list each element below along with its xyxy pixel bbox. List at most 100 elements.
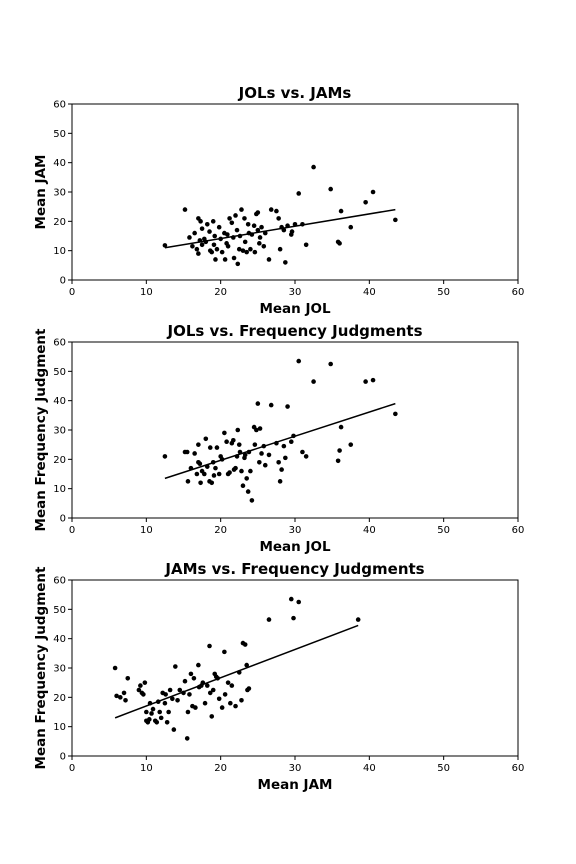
data-point — [149, 711, 154, 716]
data-point — [194, 246, 200, 252]
y-axis-label: Mean Frequency Judgment — [33, 328, 49, 532]
data-point — [213, 465, 218, 471]
data-point — [214, 445, 220, 450]
data-point — [303, 242, 309, 248]
data-point — [283, 455, 288, 461]
data-point — [288, 596, 294, 602]
data-point — [197, 461, 203, 467]
data-point — [239, 207, 244, 212]
data-point — [147, 717, 152, 722]
data-point — [202, 700, 208, 706]
data-point — [261, 243, 267, 249]
x-tick-label: 50 — [437, 525, 450, 536]
data-point — [164, 719, 170, 725]
data-point — [125, 675, 131, 681]
x-tick-label: 30 — [289, 763, 302, 774]
data-point — [216, 471, 222, 477]
data-point — [114, 693, 119, 699]
data-point — [227, 216, 232, 221]
data-point — [338, 424, 344, 430]
data-point — [192, 451, 197, 456]
plot-frame — [71, 103, 519, 281]
data-point — [173, 664, 178, 669]
data-point — [231, 255, 237, 261]
data-point — [246, 686, 252, 691]
data-point — [249, 498, 255, 503]
data-point — [222, 692, 228, 697]
data-point — [222, 430, 227, 436]
chart-1: 0 10 20 30 40 50 60 0 10 20 30 40 50 60 JOLs vs. JAMs M… — [33, 84, 524, 317]
x-tick-label: 10 — [140, 525, 153, 536]
data-point — [259, 224, 264, 230]
data-point — [202, 471, 207, 477]
data-point — [355, 617, 361, 622]
data-point — [136, 687, 142, 693]
data-point — [255, 210, 261, 215]
data-point — [209, 714, 215, 719]
data-point — [266, 617, 272, 622]
data-point — [222, 257, 228, 262]
x-tick-label: 40 — [363, 287, 376, 298]
data-point — [276, 459, 281, 465]
data-point — [211, 242, 217, 248]
data-point — [242, 642, 248, 647]
data-point — [244, 476, 249, 481]
x-tick-label: 20 — [214, 525, 227, 536]
y-tick-label: 20 — [53, 455, 66, 466]
data-point — [337, 241, 342, 246]
chart-title: JOLs vs. Frequency Judgments — [167, 322, 423, 340]
data-point — [199, 226, 205, 231]
data-point — [236, 442, 242, 447]
data-point — [214, 246, 220, 252]
data-point — [188, 671, 194, 677]
data-point — [233, 703, 238, 709]
chart-3: 0 10 20 30 40 50 60 0 10 20 30 40 50 60 JAMs vs. Frequ… — [33, 560, 524, 793]
y-tick-label: 0 — [60, 276, 66, 287]
data-point — [251, 223, 257, 229]
data-point — [393, 411, 398, 417]
data-point — [144, 709, 149, 715]
data-point — [257, 459, 262, 465]
data-point — [242, 452, 248, 458]
data-point — [257, 235, 263, 240]
data-point — [225, 243, 231, 249]
data-point — [182, 678, 188, 684]
data-point — [192, 230, 197, 236]
y-tick-label: 40 — [53, 396, 66, 407]
data-point — [277, 246, 283, 252]
data-point — [328, 361, 333, 367]
data-point — [291, 615, 296, 621]
data-point — [210, 219, 216, 224]
data-point — [211, 473, 217, 478]
data-point — [184, 736, 190, 741]
data-point — [244, 249, 249, 255]
x-tick-label: 0 — [69, 525, 75, 536]
x-tick-label: 50 — [437, 287, 450, 298]
data-point — [196, 251, 201, 256]
data-point — [112, 665, 118, 671]
data-point — [248, 468, 253, 474]
x-tick-label: 30 — [289, 525, 302, 536]
data-point — [255, 227, 261, 233]
x-tick-label: 40 — [363, 525, 376, 536]
x-tick-label: 60 — [512, 525, 525, 536]
y-tick-label: 50 — [53, 367, 66, 378]
data-point — [175, 697, 180, 703]
data-point — [219, 705, 225, 710]
data-point — [118, 695, 123, 700]
data-point — [259, 451, 264, 456]
data-point — [255, 401, 261, 406]
data-point — [268, 207, 274, 212]
data-point — [199, 242, 205, 248]
data-point — [245, 489, 251, 494]
y-tick-label: 30 — [53, 188, 66, 199]
data-point — [166, 709, 171, 715]
chart-2: 0 10 20 30 40 50 60 0 10 20 30 40 50 60 JOLs vs. Frequ… — [33, 322, 524, 555]
data-point — [289, 229, 295, 234]
data-point — [244, 662, 249, 668]
data-point — [203, 436, 209, 442]
data-point — [154, 719, 160, 725]
data-point — [229, 683, 235, 688]
plot-frame — [71, 579, 519, 757]
data-point — [242, 239, 248, 245]
